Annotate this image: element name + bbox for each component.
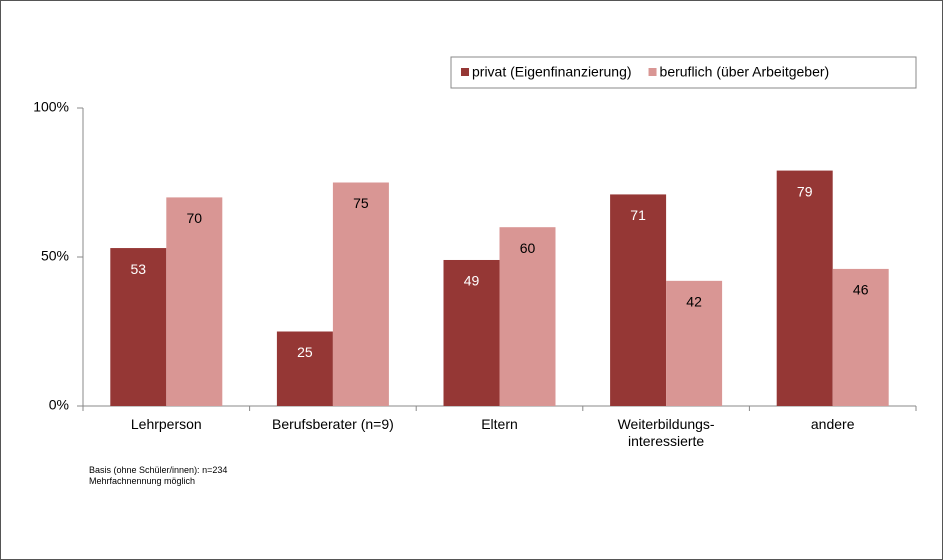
note: Basis (ohne Schüler/innen): n=234 xyxy=(89,465,228,475)
value-label: 71 xyxy=(630,207,646,223)
legend-label: privat (Eigenfinanzierung) xyxy=(472,64,632,80)
bar xyxy=(166,197,223,406)
x-tick-label: Eltern xyxy=(481,416,518,432)
value-label: 75 xyxy=(353,195,369,211)
value-label: 42 xyxy=(686,294,702,310)
bar xyxy=(666,280,723,406)
value-label: 60 xyxy=(520,240,536,256)
x-tick-label: Weiterbildungs- interessierte xyxy=(617,416,715,449)
bar xyxy=(776,170,833,406)
legend-swatch xyxy=(648,68,657,76)
bar xyxy=(332,182,389,406)
value-label: 49 xyxy=(464,273,480,289)
y-tick-label: 100% xyxy=(33,99,69,115)
bar xyxy=(499,227,556,406)
x-tick-label: andere xyxy=(810,416,855,432)
bar xyxy=(110,248,167,406)
legend-swatch xyxy=(461,68,469,76)
legend-box xyxy=(450,56,917,89)
y-tick-label: 0% xyxy=(49,397,69,413)
bar xyxy=(276,331,333,406)
x-tick-label: Berufsberater (n=9) xyxy=(271,416,394,432)
value-label: 70 xyxy=(187,210,203,226)
value-label: 53 xyxy=(131,261,147,277)
value-label: 79 xyxy=(797,183,813,199)
value-label: 46 xyxy=(853,282,869,298)
bar xyxy=(443,259,500,406)
legend-label: beruflich (über Arbeitgeber) xyxy=(660,64,830,80)
note: Mehrfachnennung möglich xyxy=(89,476,196,486)
value-label: 25 xyxy=(297,344,313,360)
y-tick-label: 50% xyxy=(41,248,69,264)
x-tick-label: Lehrperson xyxy=(130,416,202,432)
bar xyxy=(832,268,889,406)
bar xyxy=(610,194,667,406)
